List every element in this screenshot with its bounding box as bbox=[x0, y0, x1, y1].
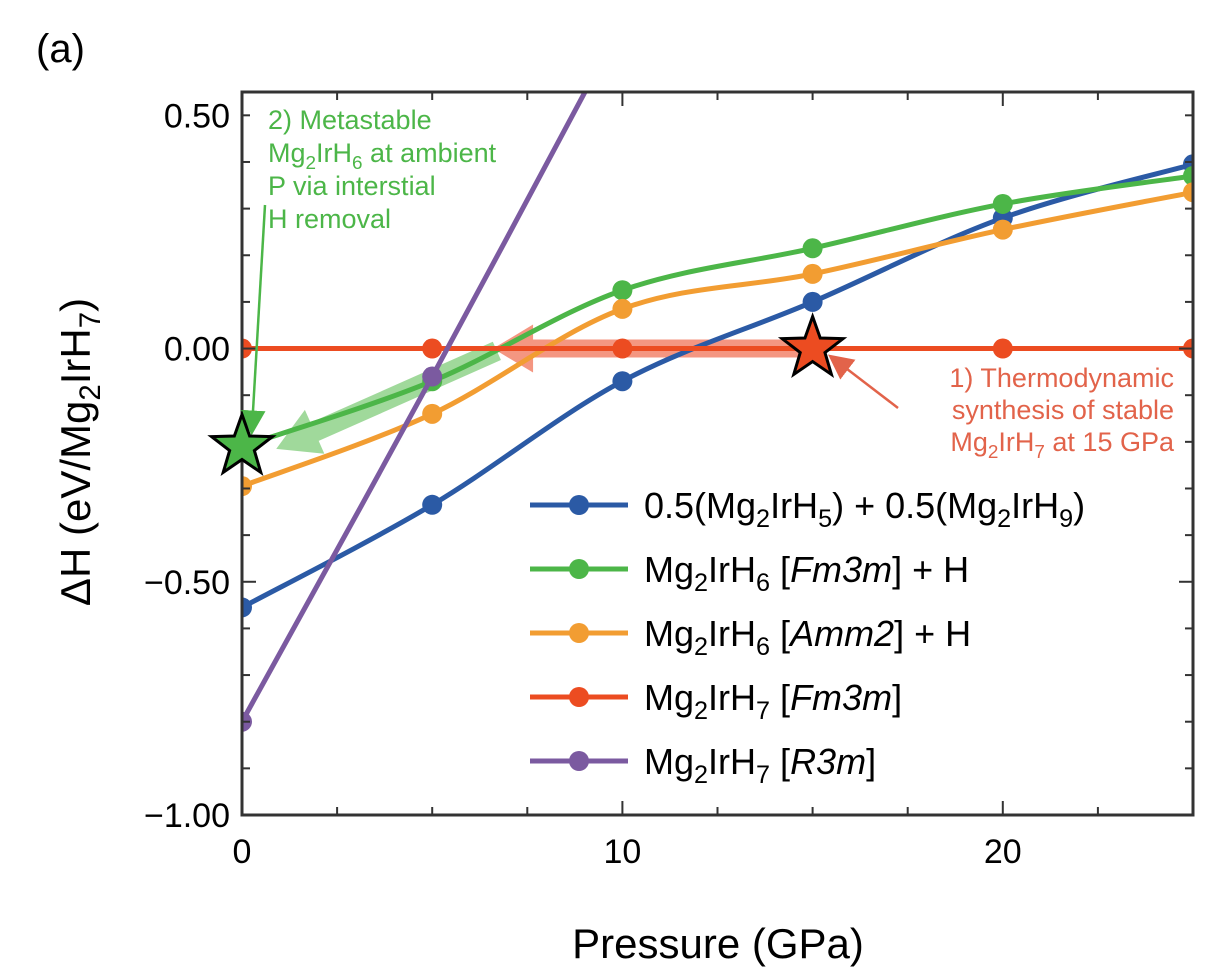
note1-pointer bbox=[828, 354, 899, 409]
data-point-blue bbox=[422, 494, 443, 515]
series-line-blue bbox=[242, 161, 1193, 610]
star-marker-green bbox=[207, 410, 277, 477]
data-point-green bbox=[612, 280, 633, 301]
data-point-green bbox=[1183, 165, 1193, 186]
legend-label: Mg2IrH7 [Fm3m] bbox=[644, 677, 902, 725]
y-tick-label: −0.50 bbox=[144, 564, 230, 602]
data-point-green bbox=[992, 193, 1013, 214]
annotation-line: H removal bbox=[268, 204, 391, 234]
data-point-purple bbox=[422, 366, 443, 387]
data-point-green bbox=[802, 238, 823, 259]
data-point-red bbox=[612, 338, 633, 359]
legend-marker-blue bbox=[569, 495, 589, 515]
series-line-green bbox=[242, 173, 1193, 449]
legend-marker-purple bbox=[569, 751, 589, 771]
legend-label: Mg2IrH6 [Fm3m] + H bbox=[644, 549, 969, 597]
star-marker-red bbox=[777, 312, 848, 379]
annotation-line: Mg2IrH6 at ambient bbox=[268, 138, 497, 174]
data-point-orange bbox=[242, 476, 252, 497]
annotation-line: 2) Metastable bbox=[268, 105, 432, 135]
x-axis-title: Pressure (GPa) bbox=[572, 920, 864, 967]
y-tick-label: 0.00 bbox=[164, 331, 230, 369]
annotation-line: 1) Thermodynamic bbox=[949, 363, 1174, 393]
data-point-orange bbox=[612, 298, 633, 319]
legend-marker-green bbox=[569, 559, 589, 579]
annotation-line: P via interstial bbox=[268, 171, 436, 201]
y-axis-title: ΔH (eV/Mg2IrH7) bbox=[52, 298, 107, 606]
x-tick-label: 0 bbox=[233, 833, 252, 871]
data-point-blue bbox=[802, 291, 823, 312]
panel-label: (a) bbox=[36, 27, 85, 71]
legend-label: Mg2IrH6 [Amm2] + H bbox=[644, 613, 971, 661]
data-point-red bbox=[992, 338, 1013, 359]
data-point-orange bbox=[1183, 182, 1193, 203]
legend-label: 0.5(Mg2IrH5) + 0.5(Mg2IrH9) bbox=[644, 485, 1085, 533]
legend: 0.5(Mg2IrH5) + 0.5(Mg2IrH9) Mg2IrH6 [Fm3m… bbox=[530, 485, 1085, 789]
data-point-orange bbox=[802, 263, 823, 284]
y-tick-label: 0.50 bbox=[164, 97, 230, 135]
x-tick-label: 10 bbox=[603, 833, 641, 871]
series-line-orange bbox=[242, 189, 1193, 489]
data-point-blue bbox=[242, 597, 252, 618]
legend-marker-red bbox=[569, 687, 589, 707]
y-tick-label: −1.00 bbox=[144, 797, 230, 835]
legend-marker-orange bbox=[569, 623, 589, 643]
data-point-orange bbox=[422, 403, 443, 424]
data-point-orange bbox=[992, 219, 1013, 240]
data-point-blue bbox=[612, 371, 633, 392]
data-point-red bbox=[422, 338, 443, 359]
annotation-line: Mg2IrH7 at 15 GPa bbox=[950, 427, 1175, 463]
x-tick-label: 20 bbox=[984, 833, 1022, 871]
annotation-line: synthesis of stable bbox=[952, 395, 1174, 425]
note2-pointer bbox=[240, 204, 267, 436]
legend-label: Mg2IrH7 [R3m] bbox=[644, 741, 876, 789]
